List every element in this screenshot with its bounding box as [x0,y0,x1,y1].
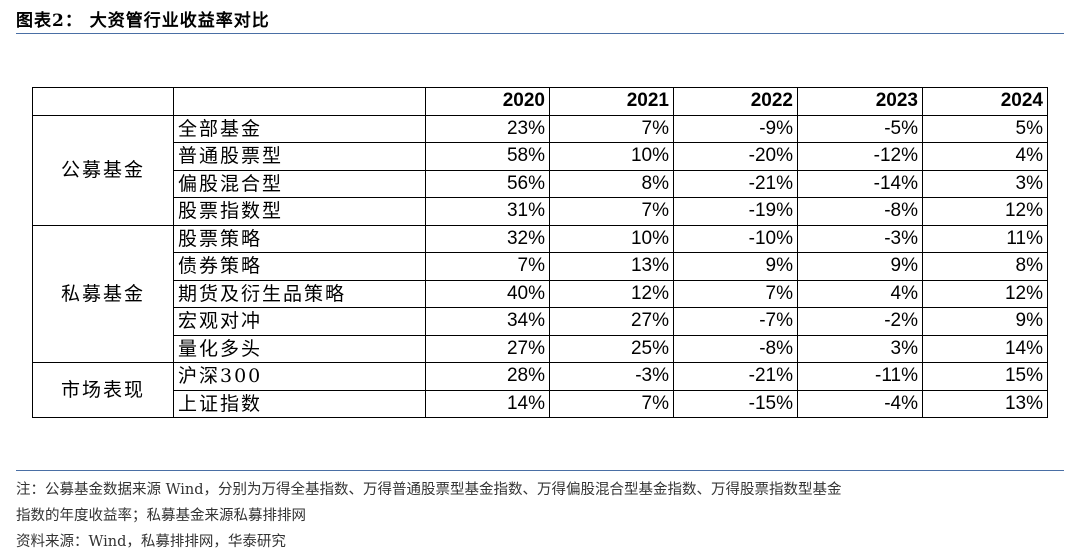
return-value-cell: -3% [549,362,674,391]
return-value-cell: 25% [549,334,674,363]
table-row: 公募基金 全部基金 23% 7% -9% -5% 5% [32,114,1048,226]
return-value-cell: 5% [922,114,1048,143]
category-label: 偏股混合型 [173,169,426,198]
category-label: 宏观对冲 [173,307,426,336]
return-value-cell: 23% [425,114,550,143]
category-label: 债券策略 [173,252,426,281]
return-value-cell: 34% [425,307,550,336]
table-row: 股票指数型 31% 7% -19% -8% 12% [33,197,1048,226]
year-header: 2024 [922,87,1048,116]
return-value-cell: 4% [922,142,1048,171]
group-label: 公募基金 [32,114,174,226]
category-label: 普通股票型 [173,142,426,171]
table-row: 私募基金 股票策略 32% 10% -10% -3% 11% [32,224,1048,363]
return-value-cell: 27% [425,334,550,363]
return-value-cell: 12% [922,197,1048,226]
return-value-cell: -20% [673,142,798,171]
return-value-cell: 11% [922,224,1048,253]
return-value-cell: 7% [549,389,674,418]
return-value-cell: 9% [673,252,798,281]
return-value-cell: 28% [425,362,550,391]
header-blank-category [173,87,426,116]
return-value-cell: 10% [549,224,674,253]
return-value-cell: -8% [673,334,798,363]
note-line-1: 注：公募基金数据来源 Wind，分别为万得全基指数、万得普通股票型基金指数、万得… [16,482,842,498]
return-value-cell: 8% [922,252,1048,281]
return-value-cell: 32% [425,224,550,253]
return-value-cell: -15% [673,389,798,418]
return-value-cell: 15% [922,362,1048,391]
group-label: 私募基金 [32,224,174,363]
category-label: 股票策略 [173,224,426,253]
year-header: 2020 [425,87,550,116]
return-value-cell: 7% [549,197,674,226]
table-row: 债券策略 7% 13% 9% 9% 8% [33,252,1048,281]
return-value-cell: 27% [549,307,674,336]
year-header: 2022 [673,87,798,116]
category-label: 股票指数型 [173,197,426,226]
figure-title: 图表2： 大资管行业收益率对比 [16,11,270,31]
return-value-cell: 13% [922,389,1048,418]
category-label: 上证指数 [173,389,426,418]
return-value-cell: 12% [922,279,1048,308]
return-value-cell: 7% [549,114,674,143]
return-value-cell: -12% [797,142,923,171]
table-row: 期货及衍生品策略 40% 12% 7% 4% 12% [33,279,1048,308]
return-value-cell: -21% [673,362,798,391]
category-label: 期货及衍生品策略 [173,279,426,308]
return-value-cell: 9% [922,307,1048,336]
table-row: 普通股票型 58% 10% -20% -12% 4% [33,142,1048,171]
return-value-cell: -2% [797,307,923,336]
return-value-cell: -11% [797,362,923,391]
return-value-cell: 3% [797,334,923,363]
year-header: 2021 [549,87,674,116]
note-line-2: 指数的年度收益率；私募基金来源私募排排网 [16,508,306,524]
return-value-cell: -9% [673,114,798,143]
return-value-cell: 56% [425,169,550,198]
title-divider [16,33,1064,34]
table-row: 上证指数 14% 7% -15% -4% 13% [33,389,1048,418]
return-value-cell: 58% [425,142,550,171]
category-label: 量化多头 [173,334,426,363]
year-header: 2023 [797,87,923,116]
header-blank-group [32,87,174,116]
footer-divider [16,470,1064,471]
return-value-cell: 31% [425,197,550,226]
return-value-cell: -21% [673,169,798,198]
return-value-cell: 8% [549,169,674,198]
return-value-cell: -5% [797,114,923,143]
return-value-cell: 14% [922,334,1048,363]
category-label: 全部基金 [173,114,426,143]
source-note: 资料来源：Wind，私募排排网，华泰研究 [16,534,286,550]
return-value-cell: 12% [549,279,674,308]
return-value-cell: -14% [797,169,923,198]
returns-table: 2020 2021 2022 2023 2024 公募基金 全部基金 23% 7% -9… [32,87,1048,418]
table-header-row: 2020 2021 2022 2023 2024 [32,87,1048,116]
return-value-cell: 7% [673,279,798,308]
return-value-cell: 3% [922,169,1048,198]
return-value-cell: 14% [425,389,550,418]
return-value-cell: -3% [797,224,923,253]
return-value-cell: 40% [425,279,550,308]
category-label: 沪深300 [173,362,426,391]
table-row: 偏股混合型 56% 8% -21% -14% 3% [33,169,1048,198]
table-row: 宏观对冲 34% 27% -7% -2% 9% [33,307,1048,336]
table-row: 市场表现 沪深300 28% -3% -21% -11% 15% [32,362,1048,418]
return-value-cell: 10% [549,142,674,171]
return-value-cell: 7% [425,252,550,281]
return-value-cell: -7% [673,307,798,336]
return-value-cell: 13% [549,252,674,281]
return-value-cell: 9% [797,252,923,281]
return-value-cell: -19% [673,197,798,226]
return-value-cell: -8% [797,197,923,226]
return-value-cell: -10% [673,224,798,253]
return-value-cell: 4% [797,279,923,308]
return-value-cell: -4% [797,389,923,418]
table-row: 量化多头 27% 25% -8% 3% 14% [33,334,1048,363]
group-label: 市场表现 [32,362,174,418]
